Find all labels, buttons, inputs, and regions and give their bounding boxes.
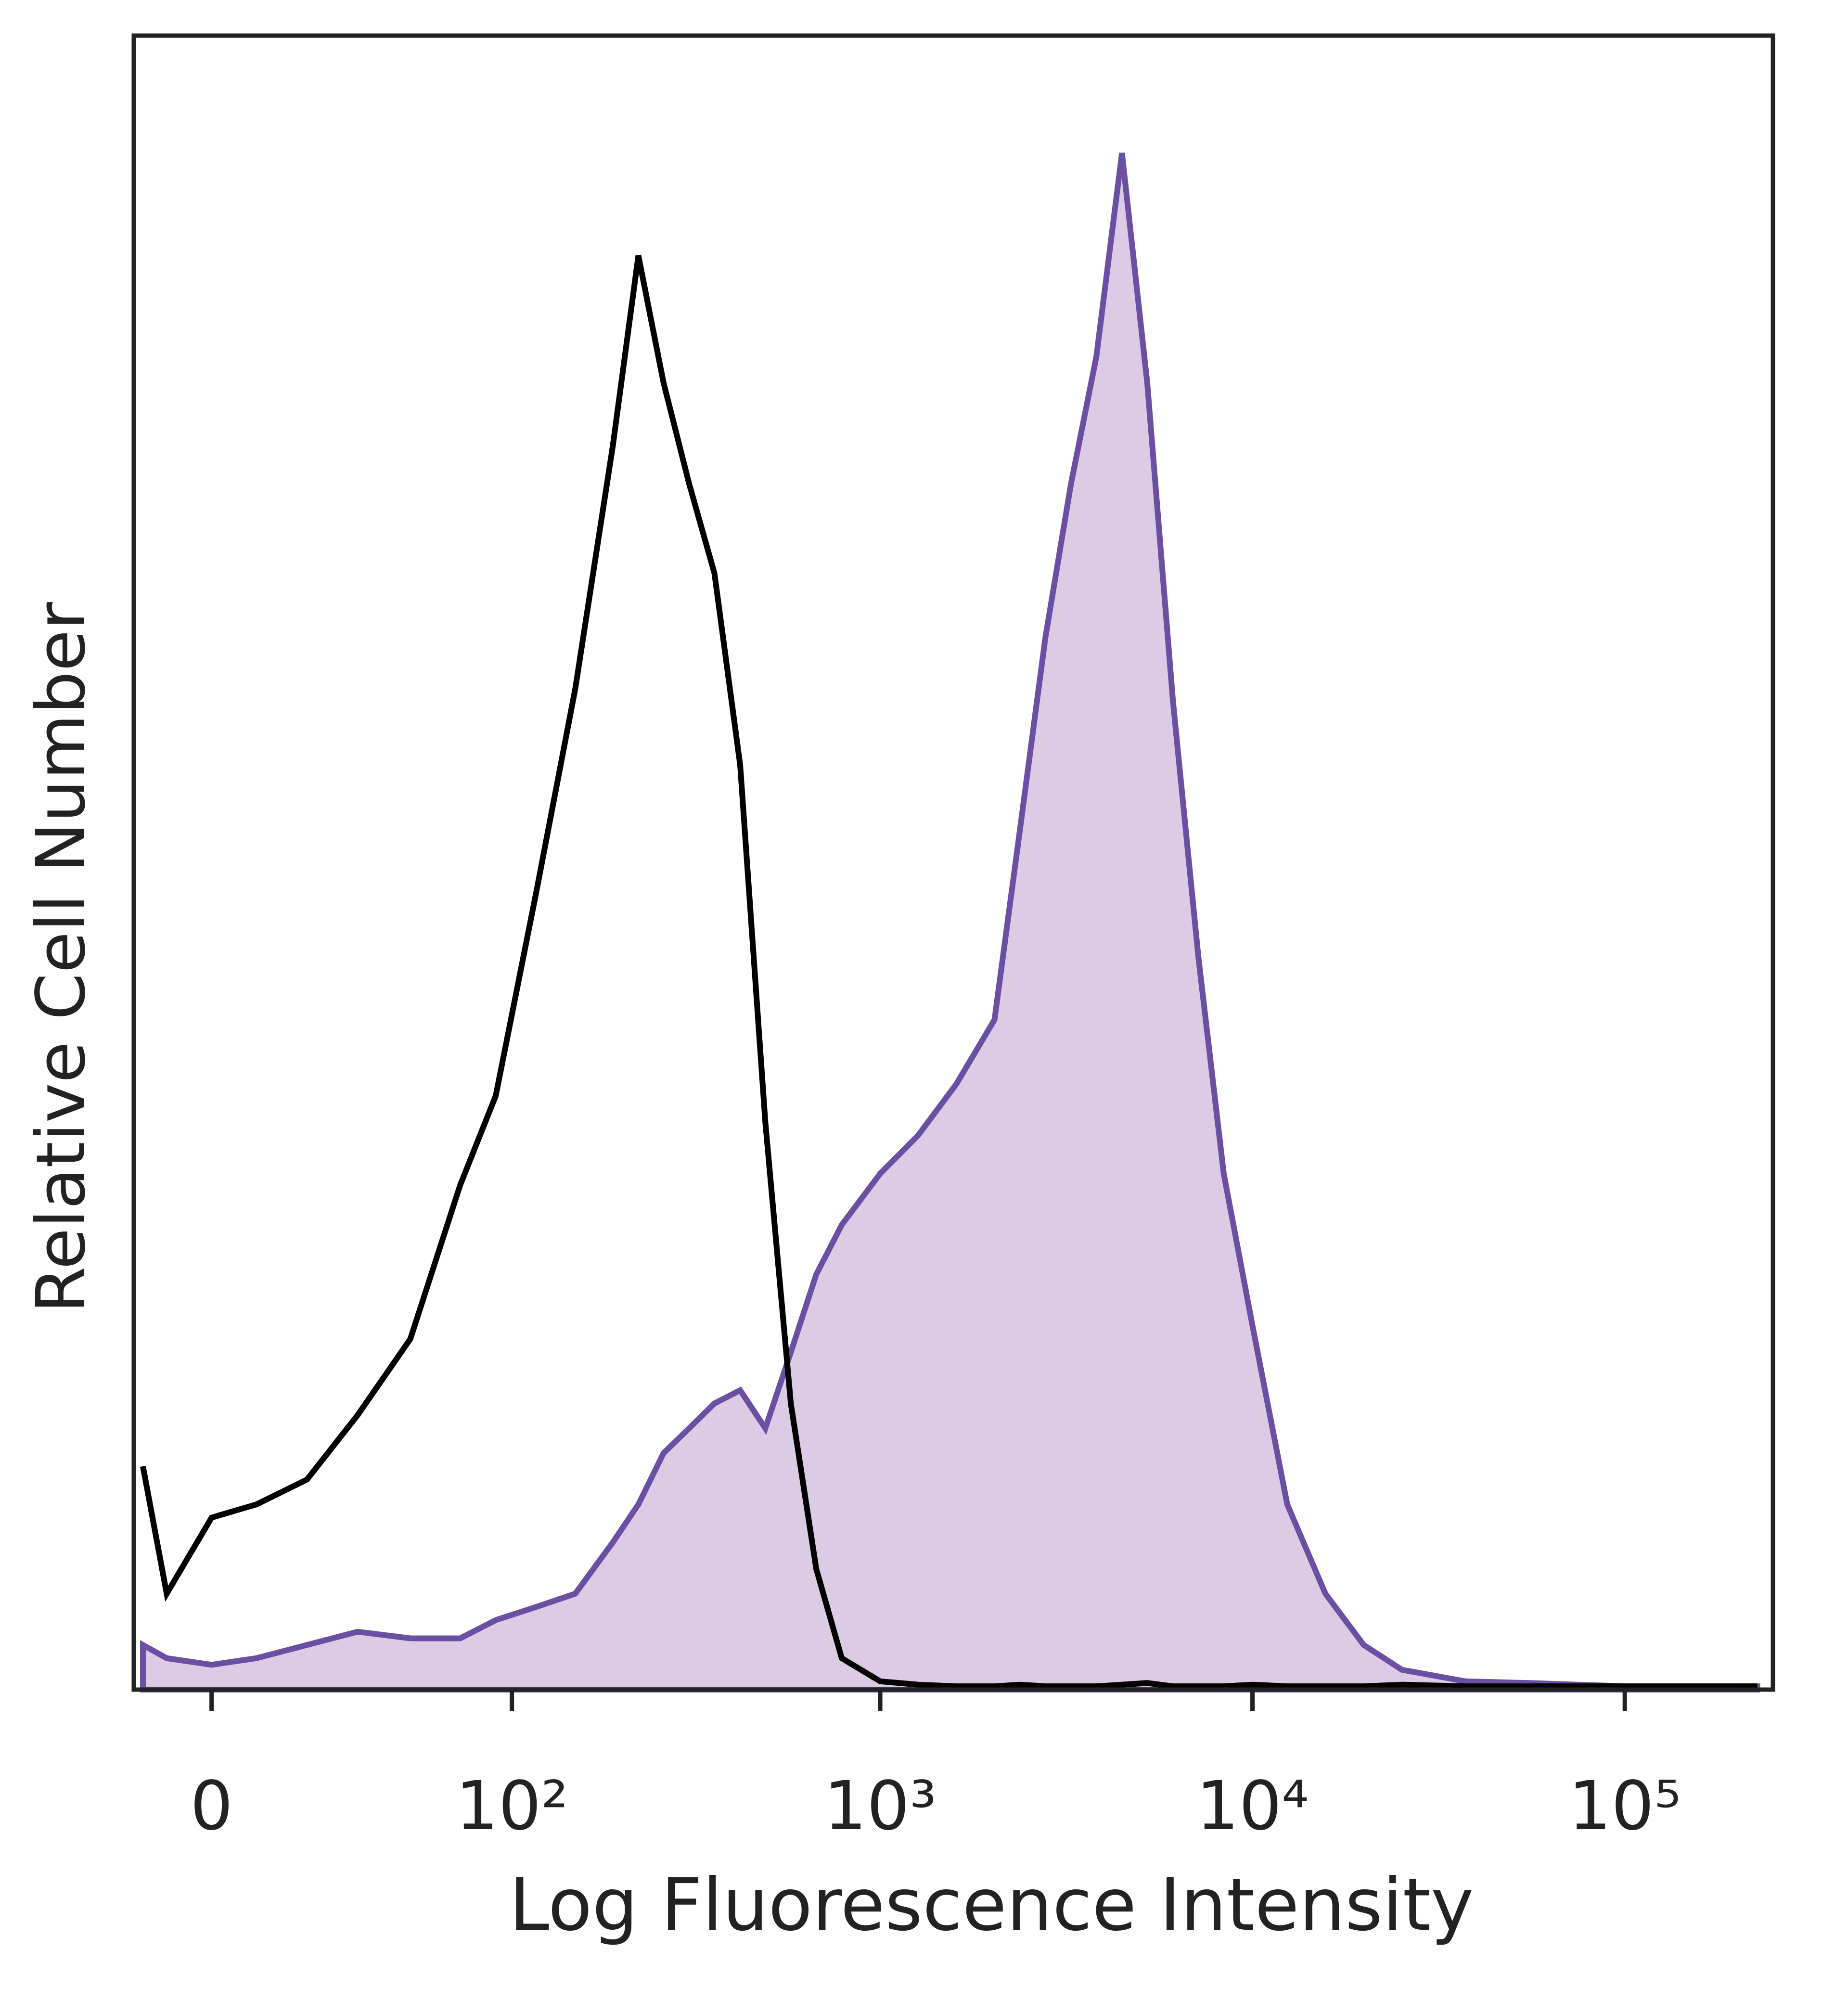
x-tick-label: 0 [190, 1767, 233, 1846]
x-tick-label: 10² [456, 1767, 568, 1846]
plot-frame [131, 33, 1775, 1692]
y-axis-label: Relative Cell Number [22, 602, 101, 1313]
histogram-line [140, 153, 1760, 1692]
histogram-line [140, 255, 1758, 1690]
x-axis-label: Log Fluorescence Intensity [509, 1863, 1474, 1947]
x-tick-label: 10³ [824, 1767, 937, 1846]
x-tick-label: 10⁴ [1196, 1767, 1309, 1846]
x-tick-label: 10⁵ [1568, 1767, 1681, 1846]
